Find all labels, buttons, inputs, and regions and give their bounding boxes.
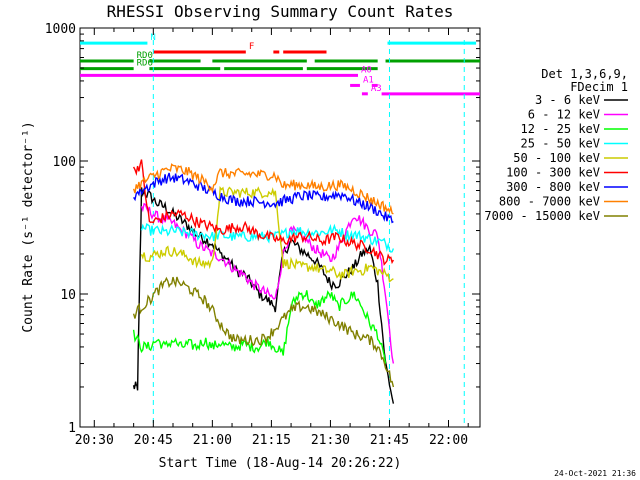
series-line: [132, 159, 395, 266]
flag-label: RD6: [137, 59, 153, 69]
y-tick-label: 1: [68, 421, 76, 436]
series-line: [132, 187, 395, 404]
series-line: [132, 290, 387, 364]
chart-title: RHESSI Observing Summary Count Rates: [107, 2, 454, 21]
ticks-layer: 20:30 20:45 21:00 21:15 21:30 21:45 22:00 1 10 10…: [45, 22, 480, 448]
x-tick-label: 21:15: [252, 433, 291, 448]
x-tick-label: 21:45: [370, 433, 409, 448]
y-tick-label: 1000: [45, 22, 76, 37]
legend-entry: 100 - 300 keV: [506, 166, 600, 180]
series-line: [133, 172, 394, 224]
series-line: [132, 276, 395, 388]
y-axis-label: Count Rate (s⁻¹ detector⁻¹): [21, 121, 36, 332]
x-tick-label: 21:30: [311, 433, 350, 448]
x-tick-label: 20:45: [134, 433, 173, 448]
y-tick-label: 100: [53, 155, 76, 170]
legend-entry: 7000 - 15000 keV: [484, 209, 600, 223]
flag-label: F: [249, 42, 254, 52]
legend-entry: 50 - 100 keV: [513, 151, 600, 165]
x-tick-label: 21:00: [193, 433, 232, 448]
flag-label: A0: [361, 65, 372, 75]
flag-label: RD0: [137, 51, 153, 61]
legend-entry: 25 - 50 keV: [521, 137, 600, 151]
legend-entry: 6 - 12 keV: [528, 108, 600, 122]
series-layer: [132, 159, 395, 404]
series-line: [140, 222, 395, 253]
legend-entry: 800 - 7000 keV: [499, 195, 600, 209]
plot-frame: [79, 27, 481, 428]
legend-entry: 3 - 6 keV: [535, 93, 600, 107]
x-tick-label: 20:30: [75, 433, 114, 448]
series-line: [140, 185, 394, 283]
legend-entry: 300 - 800 keV: [506, 180, 600, 194]
timestamp: 24-Oct-2021 21:36: [554, 469, 636, 478]
legend-entry: 12 - 25 keV: [521, 122, 600, 136]
flag-label: A3: [371, 84, 382, 94]
y-tick-label: 10: [60, 288, 76, 303]
legend-header-line-2: FDecim 1: [570, 80, 628, 94]
flag-label: A1: [363, 75, 374, 85]
series-line: [132, 163, 394, 215]
x-tick-label: 22:00: [429, 433, 468, 448]
x-axis-label: Start Time (18-Aug-14 20:26:22): [159, 456, 402, 471]
flag-label: N: [150, 33, 155, 43]
legend-header-line-1: Det 1,3,6,9,: [541, 67, 628, 81]
